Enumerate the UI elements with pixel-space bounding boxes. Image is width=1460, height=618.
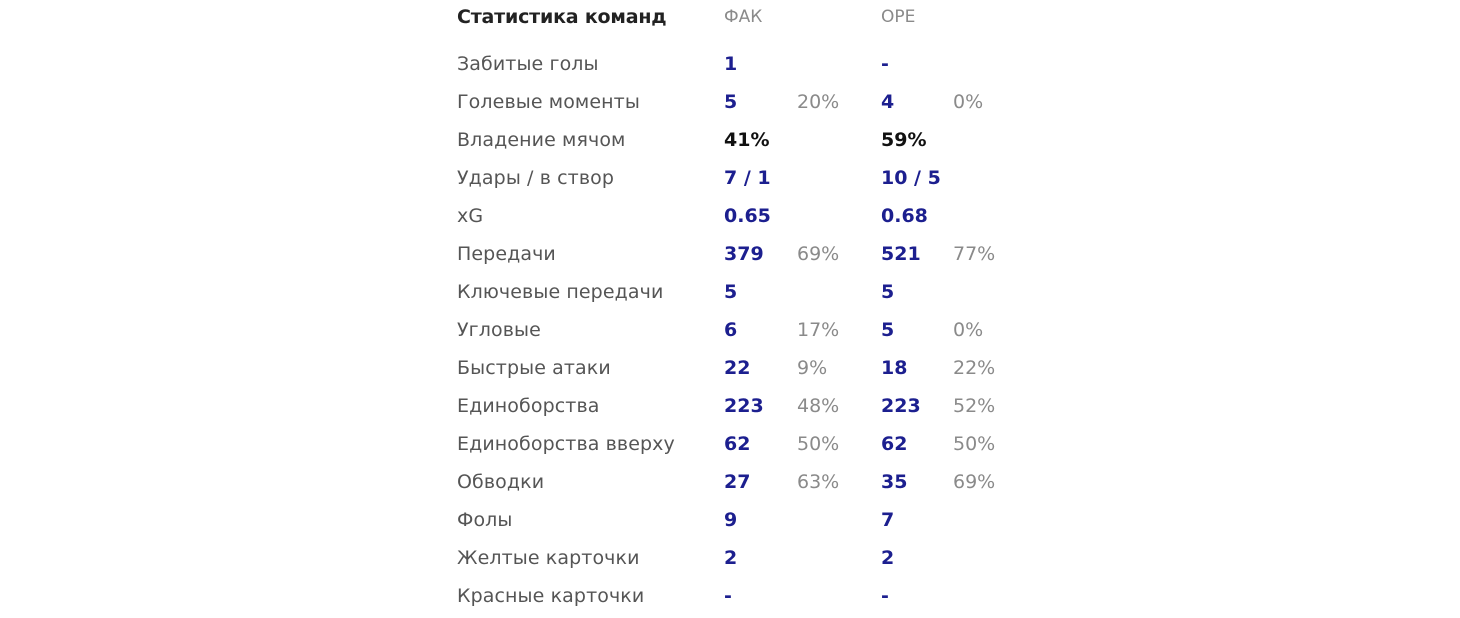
stat-label: Желтые карточки — [457, 547, 640, 569]
stat-row-corners: Угловые 6 17% 5 0% — [457, 312, 1017, 350]
home-value: 223 — [724, 395, 764, 417]
stat-label: xG — [457, 205, 484, 227]
home-team-name: ФАК — [724, 7, 763, 27]
stat-row-red-cards: Красные карточки - - — [457, 578, 1017, 616]
away-value: 223 — [881, 395, 921, 417]
home-value: 62 — [724, 433, 751, 455]
home-value: 9 — [724, 509, 738, 531]
away-value: 521 — [881, 243, 921, 265]
home-value: 2 — [724, 547, 738, 569]
away-value: 5 — [881, 281, 895, 303]
stat-label: Удары / в створ — [457, 167, 615, 189]
home-percent: 17% — [797, 319, 840, 341]
home-value: 7 / 1 — [724, 167, 771, 189]
stat-label: Передачи — [457, 243, 556, 265]
home-value: 379 — [724, 243, 764, 265]
away-value: - — [881, 585, 889, 607]
home-value: 27 — [724, 471, 751, 493]
stat-label: Красные карточки — [457, 585, 645, 607]
away-value: 2 — [881, 547, 895, 569]
away-team-name: ОРЕ — [881, 7, 916, 27]
stat-row-duels: Единоборства 223 48% 223 52% — [457, 388, 1017, 426]
home-value: 6 — [724, 319, 738, 341]
stat-row-yellow-cards: Желтые карточки 2 2 — [457, 540, 1017, 578]
stat-row-chances: Голевые моменты 5 20% 4 0% — [457, 84, 1017, 122]
stat-row-dribbles: Обводки 27 63% 35 69% — [457, 464, 1017, 502]
home-value: 41% — [724, 129, 770, 151]
home-value: 1 — [724, 53, 738, 75]
stat-row-goals: Забитые голы 1 - — [457, 46, 1017, 84]
away-value: 5 — [881, 319, 895, 341]
stat-row-fouls: Фолы 9 7 — [457, 502, 1017, 540]
home-percent: 63% — [797, 471, 840, 493]
away-percent: 77% — [953, 243, 996, 265]
stats-title: Статистика команд — [457, 6, 667, 28]
home-value: 0.65 — [724, 205, 771, 227]
away-value: 0.68 — [881, 205, 928, 227]
home-percent: 50% — [797, 433, 840, 455]
away-percent: 22% — [953, 357, 996, 379]
away-percent: 52% — [953, 395, 996, 417]
stat-label: Обводки — [457, 471, 545, 493]
stat-row-xg: xG 0.65 0.68 — [457, 198, 1017, 236]
away-value: 59% — [881, 129, 927, 151]
away-value: 10 / 5 — [881, 167, 941, 189]
home-percent: 20% — [797, 91, 840, 113]
stat-label: Забитые голы — [457, 53, 599, 75]
stat-row-fast-attacks: Быстрые атаки 22 9% 18 22% — [457, 350, 1017, 388]
stat-label: Ключевые передачи — [457, 281, 664, 303]
stat-label: Единоборства — [457, 395, 600, 417]
home-value: 5 — [724, 281, 738, 303]
stat-label: Голевые моменты — [457, 91, 640, 113]
away-value: 35 — [881, 471, 908, 493]
stat-label: Единоборства вверху — [457, 433, 675, 455]
stat-row-shots: Удары / в створ 7 / 1 10 / 5 — [457, 160, 1017, 198]
stat-label: Фолы — [457, 509, 513, 531]
home-value: 5 — [724, 91, 738, 113]
away-value: 62 — [881, 433, 908, 455]
away-percent: 50% — [953, 433, 996, 455]
away-value: - — [881, 53, 889, 75]
stat-row-possession: Владение мячом 41% 59% — [457, 122, 1017, 160]
away-percent: 0% — [953, 91, 984, 113]
stat-label: Угловые — [457, 319, 541, 341]
home-value: - — [724, 585, 732, 607]
stat-label: Быстрые атаки — [457, 357, 611, 379]
stat-row-key-passes: Ключевые передачи 5 5 — [457, 274, 1017, 312]
away-value: 7 — [881, 509, 895, 531]
away-value: 18 — [881, 357, 908, 379]
away-percent: 0% — [953, 319, 984, 341]
home-value: 22 — [724, 357, 751, 379]
stats-header-row: Статистика команд ФАК ОРЕ — [457, 0, 1017, 34]
stat-row-passes: Передачи 379 69% 521 77% — [457, 236, 1017, 274]
stat-row-aerial-duels: Единоборства вверху 62 50% 62 50% — [457, 426, 1017, 464]
away-value: 4 — [881, 91, 895, 113]
home-percent: 9% — [797, 357, 828, 379]
home-percent: 69% — [797, 243, 840, 265]
away-percent: 69% — [953, 471, 996, 493]
home-percent: 48% — [797, 395, 840, 417]
stat-label: Владение мячом — [457, 129, 626, 151]
team-stats-table: Статистика команд ФАК ОРЕ Забитые голы 1… — [457, 0, 1017, 616]
